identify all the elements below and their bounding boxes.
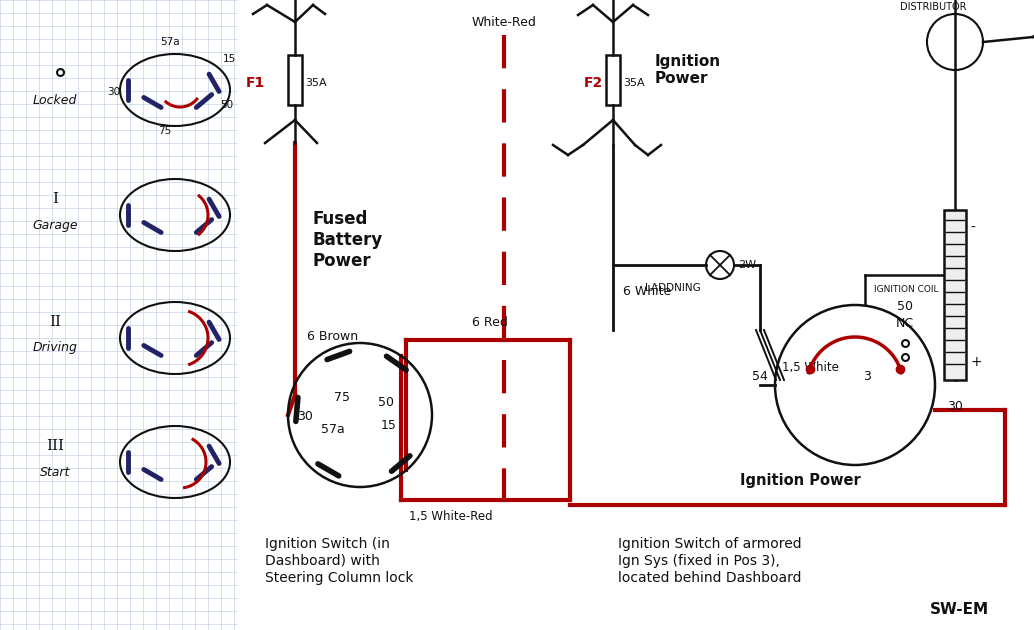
Text: 35A: 35A — [624, 78, 644, 88]
Text: Ign Sys (fixed in Pos 3),: Ign Sys (fixed in Pos 3), — [618, 554, 780, 568]
Text: Driving: Driving — [32, 341, 78, 355]
Text: 1,5 White-Red: 1,5 White-Red — [409, 510, 493, 523]
Text: 3: 3 — [863, 370, 871, 383]
Text: 6 Brown: 6 Brown — [307, 330, 358, 343]
Text: Ignition
Power: Ignition Power — [655, 54, 721, 86]
Text: 15: 15 — [382, 419, 397, 432]
Text: I: I — [52, 192, 58, 206]
Bar — [944, 210, 966, 380]
Text: 1,5 White: 1,5 White — [782, 361, 839, 374]
Text: 50: 50 — [220, 100, 233, 110]
Text: 30: 30 — [297, 410, 312, 423]
Text: Ignition Switch of armored: Ignition Switch of armored — [618, 537, 801, 551]
Text: Dashboard) with: Dashboard) with — [265, 554, 379, 568]
Text: 6 Red: 6 Red — [473, 316, 508, 329]
Text: 6 White: 6 White — [624, 285, 671, 298]
Bar — [288, 55, 302, 105]
Text: White-Red: White-Red — [472, 16, 537, 28]
Text: F1: F1 — [246, 76, 265, 90]
Text: +: + — [970, 355, 981, 369]
Bar — [606, 55, 620, 105]
Text: 57a: 57a — [160, 37, 180, 47]
Text: 75: 75 — [334, 391, 351, 404]
Text: DISTRIBUTOR: DISTRIBUTOR — [900, 2, 967, 12]
Text: 54: 54 — [752, 370, 768, 383]
Text: 57a: 57a — [322, 423, 345, 436]
Text: NC: NC — [895, 317, 914, 330]
Text: Ignition Switch (in: Ignition Switch (in — [265, 537, 390, 551]
Text: 15: 15 — [223, 54, 236, 64]
Text: Garage: Garage — [32, 219, 78, 231]
Text: F2: F2 — [584, 76, 603, 90]
Text: Locked: Locked — [33, 93, 78, 106]
Text: -: - — [970, 221, 975, 235]
Text: 30: 30 — [107, 87, 120, 97]
Text: 30: 30 — [947, 400, 963, 413]
Text: Start: Start — [40, 466, 70, 479]
Text: located behind Dashboard: located behind Dashboard — [618, 571, 801, 585]
Text: SW-EM: SW-EM — [930, 602, 990, 617]
Text: Steering Column lock: Steering Column lock — [265, 571, 414, 585]
Text: LADDNING: LADDNING — [645, 283, 701, 293]
Text: IGNITION COIL: IGNITION COIL — [875, 285, 939, 294]
Text: 50: 50 — [378, 396, 395, 409]
Text: Ignition Power: Ignition Power — [739, 472, 860, 488]
Text: 50: 50 — [898, 300, 913, 313]
Text: 2W: 2W — [738, 260, 756, 270]
Text: 35A: 35A — [305, 78, 327, 88]
Text: III: III — [45, 439, 64, 453]
Text: 75: 75 — [158, 126, 172, 136]
Text: Fused
Battery
Power: Fused Battery Power — [313, 210, 384, 270]
Text: II: II — [49, 315, 61, 329]
